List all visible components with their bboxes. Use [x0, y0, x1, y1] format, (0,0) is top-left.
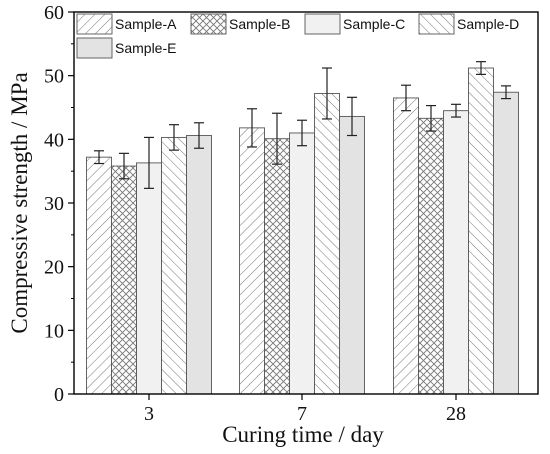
error-bar-sample-d-day-28 [476, 61, 486, 75]
legend-swatch [304, 13, 341, 35]
bar-sample-c-day-28 [443, 110, 469, 395]
error-bar-sample-c-day-7 [297, 119, 307, 147]
legend-item-sample-e: Sample-E [76, 37, 176, 59]
error-bar-sample-e-day-7 [347, 96, 357, 137]
x-tick-label: 28 [446, 403, 466, 425]
error-bar-sample-e-day-3 [194, 122, 204, 149]
y-tick-label: 0 [54, 384, 64, 406]
bar-sample-e-day-3 [186, 135, 212, 395]
bar-sample-b-day-3 [111, 165, 137, 395]
legend-label: Sample-A [115, 16, 177, 32]
legend-item-sample-a: Sample-A [76, 13, 177, 35]
legend-label: Sample-D [457, 16, 519, 32]
bar-sample-c-day-7 [289, 132, 315, 395]
legend-item-sample-c: Sample-C [304, 13, 405, 35]
legend-item-sample-d: Sample-D [418, 13, 519, 35]
bar-sample-a-day-28 [393, 97, 419, 395]
error-bar-sample-c-day-28 [451, 103, 461, 118]
legend-swatch [76, 13, 113, 35]
y-tick-label: 50 [44, 66, 64, 88]
bar-sample-d-day-7 [314, 93, 340, 395]
error-bar-sample-d-day-3 [169, 124, 179, 151]
bar-sample-b-day-7 [264, 138, 290, 395]
bar-sample-a-day-3 [86, 156, 112, 395]
x-tick-label: 7 [297, 403, 307, 425]
error-bars-layer [94, 61, 511, 189]
error-bar-sample-b-day-3 [119, 152, 129, 180]
bars-layer [86, 67, 519, 395]
y-tick-label: 30 [44, 193, 64, 215]
legend-label: Sample-C [343, 16, 405, 32]
legend-item-sample-b: Sample-B [190, 13, 290, 35]
y-tick-label: 10 [44, 320, 64, 342]
legend-swatch [76, 37, 113, 59]
error-bar-sample-a-day-28 [401, 84, 411, 112]
bar-sample-e-day-28 [493, 91, 519, 395]
legend-label: Sample-E [115, 40, 176, 56]
x-tick-label: 3 [144, 403, 154, 425]
bar-sample-d-day-3 [161, 136, 187, 395]
x-axis-label: Curing time / day [222, 422, 384, 447]
bar-sample-b-day-28 [418, 117, 444, 395]
error-bar-sample-e-day-28 [501, 85, 511, 100]
legend-swatch [418, 13, 455, 35]
error-bar-sample-a-day-3 [94, 150, 104, 165]
legend-swatch [190, 13, 227, 35]
y-axis-label: Compressive strength / MPa [7, 72, 32, 333]
error-bar-sample-b-day-7 [272, 112, 282, 165]
bar-sample-c-day-3 [136, 162, 162, 395]
bar-sample-d-day-28 [468, 67, 494, 395]
bar-sample-e-day-7 [339, 115, 365, 395]
legend-label: Sample-B [229, 16, 290, 32]
error-bar-sample-b-day-28 [426, 104, 436, 132]
y-tick-label: 60 [44, 2, 64, 24]
bar-sample-a-day-7 [239, 127, 265, 395]
error-bar-sample-c-day-3 [144, 136, 154, 189]
y-tick-label: 20 [44, 257, 64, 279]
error-bar-sample-a-day-7 [247, 108, 257, 148]
legend: Sample-A Sample-B Sample-C Sample-D Sample-E [76, 13, 519, 59]
axes-layer: 0 10 20 30 40 50 60 3 7 28 [44, 2, 539, 425]
y-tick-label: 40 [44, 129, 64, 151]
error-bar-sample-d-day-7 [322, 67, 332, 120]
